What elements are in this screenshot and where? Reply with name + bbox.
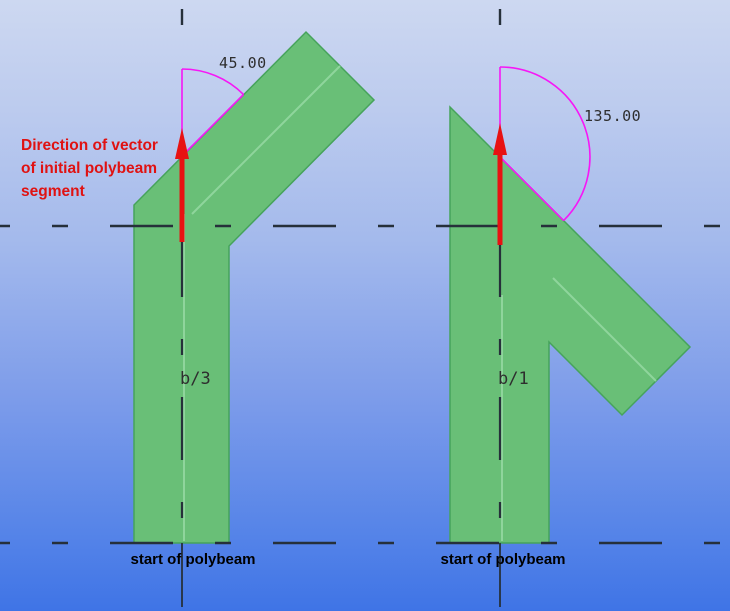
diagram-135-degree <box>449 105 692 544</box>
reference-centerlines <box>0 9 730 607</box>
offset-label-left: b/3 <box>180 369 211 389</box>
direction-arrow-left <box>175 128 189 242</box>
angle-45-ray-direction <box>181 93 245 157</box>
direction-note-line1: Direction of vector <box>21 137 158 154</box>
angle-value-135: 135.00 <box>584 107 642 125</box>
offset-label-right: b/1 <box>498 369 529 389</box>
direction-note-line3: segment <box>21 183 85 200</box>
angle-value-45: 45.00 <box>219 54 267 72</box>
diagram-45-degree <box>133 30 376 544</box>
beam-135-seam-diagonal <box>552 277 657 382</box>
beam-45-seam-diagonal <box>191 65 341 215</box>
angle-45-arc <box>181 68 245 96</box>
direction-note: Direction of vector of initial polybeam … <box>21 134 158 203</box>
direction-arrow-right-head <box>493 123 507 155</box>
start-of-polybeam-label-right: start of polybeam <box>440 551 566 568</box>
angle-135-ray-direction <box>499 156 565 222</box>
beam-135-shape <box>449 105 692 544</box>
start-of-polybeam-label-left: start of polybeam <box>130 551 256 568</box>
direction-arrow-right <box>493 123 507 245</box>
angle-135-arc <box>499 66 591 222</box>
beam-45-shape <box>133 30 376 544</box>
direction-arrow-left-head <box>175 128 189 159</box>
direction-note-line2: of initial polybeam <box>21 160 158 177</box>
